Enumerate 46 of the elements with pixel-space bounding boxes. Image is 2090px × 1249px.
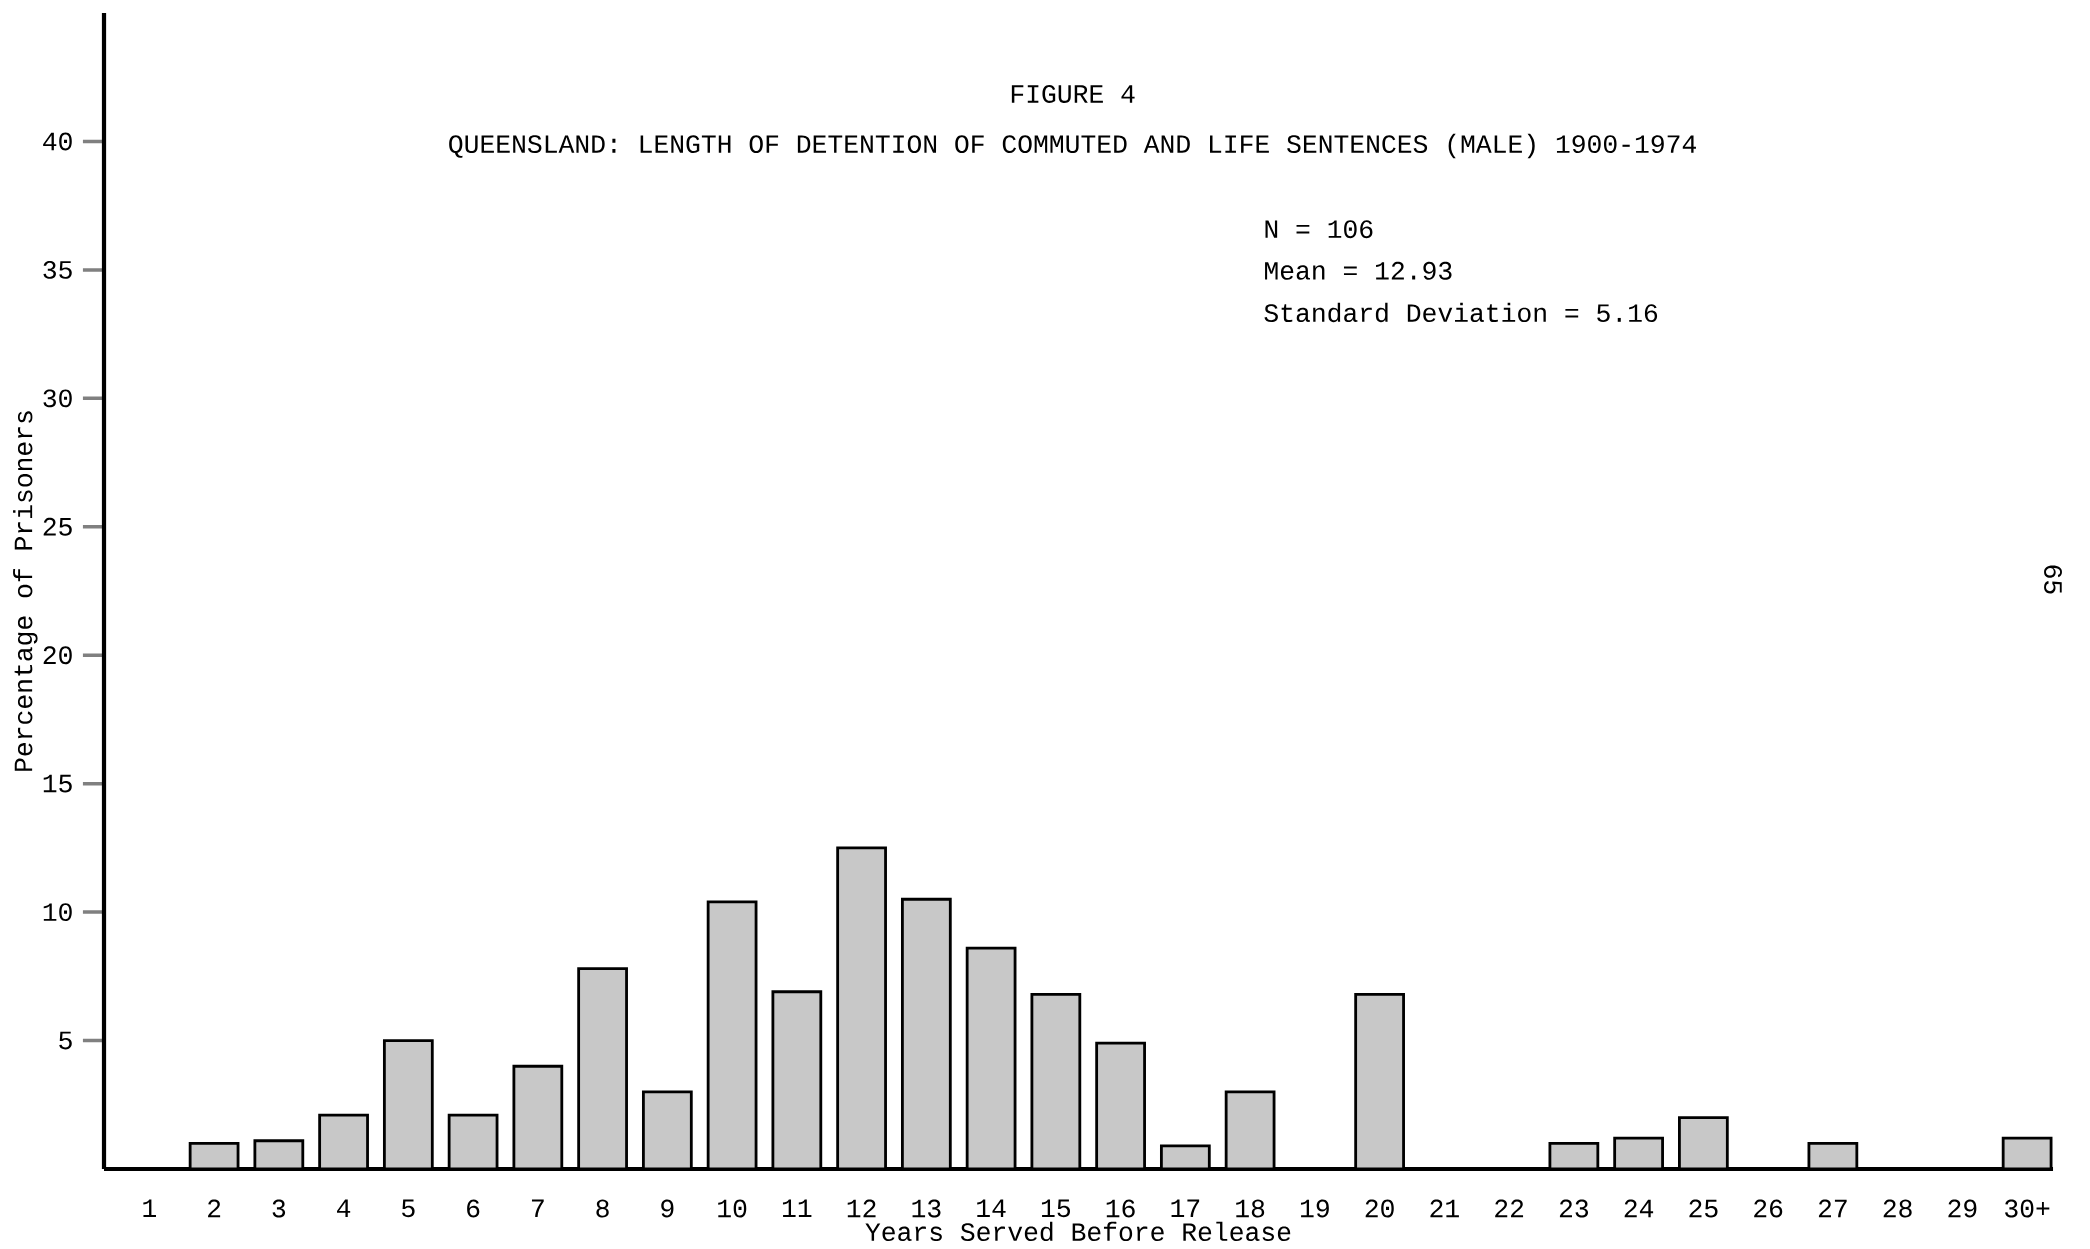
y-tick-label: 35 <box>43 260 72 279</box>
x-tick-label: 26 <box>1754 1199 1783 1218</box>
x-tick-label: 27 <box>1818 1199 1847 1218</box>
x-tick-label: 1 <box>143 1199 156 1217</box>
x-tick-label: 11 <box>782 1199 812 1217</box>
x-tick-label: 14 <box>977 1199 1006 1217</box>
x-tick-label: 18 <box>1236 1199 1265 1218</box>
y-axis-title: Percentage of Prisoners <box>13 411 38 771</box>
x-tick-label: 25 <box>1689 1199 1718 1218</box>
x-tick-label: 24 <box>1624 1199 1654 1218</box>
x-tick-label: 9 <box>661 1199 674 1218</box>
x-tick-label: 5 <box>402 1199 415 1218</box>
x-tick-label: 20 <box>1365 1199 1394 1218</box>
annotation: Mean = 12.93 <box>1265 261 1452 280</box>
annotation: Standard Deviation = 5.16 <box>1264 302 1658 323</box>
x-tick-label: 15 <box>1041 1199 1071 1218</box>
y-tick-label: 5 <box>59 1031 72 1050</box>
y-tick-label: 15 <box>43 774 72 793</box>
x-tick-label: 4 <box>337 1199 351 1217</box>
x-tick-label: 17 <box>1171 1199 1200 1217</box>
y-tick-label: 25 <box>43 517 72 536</box>
y-tick-label: 40 <box>43 132 72 151</box>
x-tick-label: 2 <box>208 1199 221 1218</box>
annotation: 65 <box>2044 565 2062 594</box>
x-tick-label: 16 <box>1106 1199 1135 1218</box>
x-axis-title: Years Served Before Release <box>865 1221 1291 1242</box>
x-tick-label: 13 <box>912 1199 941 1218</box>
y-tick-label: 30 <box>43 389 72 408</box>
text: QUEENSLAND: LENGTH OF DETENTION OF COMMUTED AND LIFE SENTENCES (MALE) 1900-1974 <box>449 133 1696 159</box>
annotation: N = 106 <box>1265 220 1373 239</box>
y-tick-label: 20 <box>43 646 72 665</box>
text: FIGURE 4 <box>1011 84 1135 103</box>
x-tick-label: 19 <box>1300 1199 1329 1218</box>
x-tick-label: 22 <box>1495 1199 1524 1218</box>
x-tick-label: 3 <box>272 1199 286 1218</box>
x-tick-label: 12 <box>847 1199 876 1218</box>
x-tick-label: 7 <box>531 1199 544 1217</box>
x-tick-label: 23 <box>1559 1199 1589 1218</box>
y-tick-label: 10 <box>43 903 72 922</box>
x-tick-label: 28 <box>1883 1199 1912 1218</box>
x-tick-label: 30+ <box>2005 1199 2050 1218</box>
x-tick-label: 29 <box>1948 1199 1977 1218</box>
x-tick-label: 8 <box>596 1199 609 1218</box>
x-tick-label: 21 <box>1430 1199 1459 1218</box>
x-tick-label: 10 <box>718 1199 747 1218</box>
x-tick-label: 6 <box>467 1199 480 1218</box>
